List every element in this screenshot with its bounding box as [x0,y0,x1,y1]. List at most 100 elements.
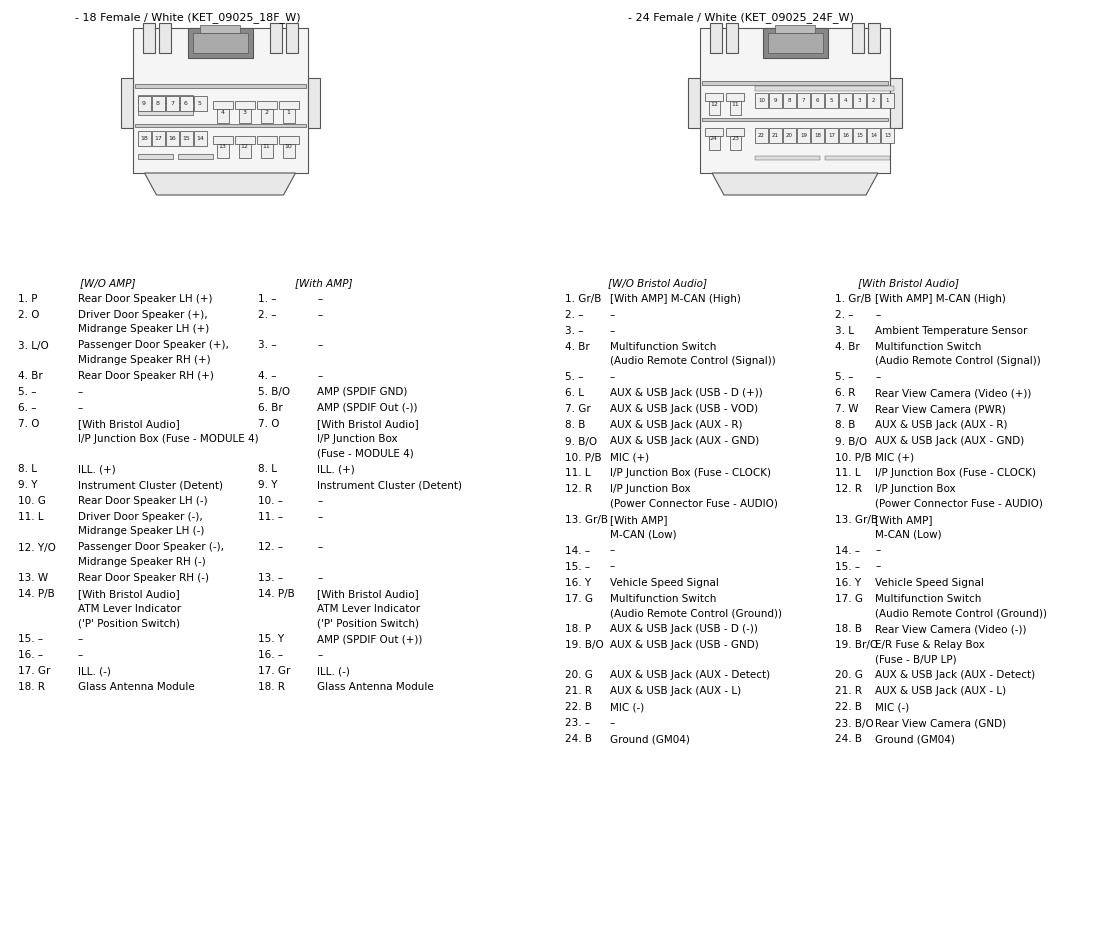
Text: Midrange Speaker RH (-): Midrange Speaker RH (-) [78,557,206,567]
Text: AMP (SPDIF Out (-)): AMP (SPDIF Out (-)) [317,403,418,413]
Text: 16. –: 16. – [18,650,43,660]
Text: (Fuse - MODULE 4): (Fuse - MODULE 4) [317,448,413,458]
Bar [797,128,810,143]
Bar [867,128,880,143]
Bar [260,109,272,123]
Text: Ambient Temperature Sensor: Ambient Temperature Sensor [875,326,1028,336]
Bar [286,23,298,53]
Bar [811,128,824,143]
Text: 1: 1 [287,109,290,114]
Text: AUX & USB Jack (USB - D (-)): AUX & USB Jack (USB - D (-)) [610,624,758,634]
Text: 15. –: 15. – [18,634,43,644]
Bar [308,78,320,128]
Text: 4. –: 4. – [258,371,277,381]
Text: Multifunction Switch: Multifunction Switch [875,342,981,352]
Text: 13. W: 13. W [18,573,48,583]
Text: 22. B: 22. B [835,703,862,712]
Text: 4: 4 [220,109,224,114]
Text: 13. Gr/B: 13. Gr/B [565,515,608,525]
Text: - 24 Female / White (KET_09025_24F_W): - 24 Female / White (KET_09025_24F_W) [628,12,854,23]
Text: –: – [610,373,615,382]
Text: –: – [610,310,615,320]
Text: 3: 3 [242,109,247,114]
Text: 18. R: 18. R [18,682,46,692]
Text: 20. G: 20. G [565,670,593,681]
Text: 16. –: 16. – [258,650,283,660]
Text: 1. Gr/B: 1. Gr/B [565,294,601,304]
Text: Ground (GM04): Ground (GM04) [875,734,954,745]
Bar [120,78,132,128]
Text: I/P Junction Box (Fuse - MODULE 4): I/P Junction Box (Fuse - MODULE 4) [78,434,259,443]
Text: Glass Antenna Module: Glass Antenna Module [78,682,194,692]
Text: [With Bristol Audio]: [With Bristol Audio] [78,589,180,599]
Text: M-CAN (Low): M-CAN (Low) [875,530,942,539]
Text: –: – [610,546,615,555]
Text: [With Bristol Audio]: [With Bristol Audio] [858,278,959,288]
Text: 12. –: 12. – [258,542,283,553]
Bar [710,23,722,53]
Text: –: – [78,650,83,660]
Text: 13: 13 [219,145,227,149]
Text: 14. P/B: 14. P/B [18,589,54,599]
Text: –: – [317,496,322,506]
Text: (Audio Remote Control (Ground)): (Audio Remote Control (Ground)) [610,608,782,618]
Text: 17. G: 17. G [835,593,863,604]
Bar [239,144,250,158]
Text: 10. –: 10. – [258,496,283,506]
Text: –: – [317,371,322,381]
Text: 14: 14 [870,133,877,138]
Text: 14. –: 14. – [565,546,590,555]
Text: 1. –: 1. – [258,294,277,304]
Text: [With AMP]: [With AMP] [875,515,932,525]
Text: 13: 13 [884,133,891,138]
Text: (Fuse - B/UP LP): (Fuse - B/UP LP) [875,654,957,665]
Text: 12: 12 [710,102,718,107]
Text: 4. Br: 4. Br [18,371,42,381]
Text: Rear Door Speaker RH (+): Rear Door Speaker RH (+) [78,371,214,381]
Bar [705,128,723,136]
Text: 16. Y: 16. Y [565,577,591,588]
Bar [212,136,232,144]
Text: AUX & USB Jack (USB - D (+)): AUX & USB Jack (USB - D (+)) [610,389,763,398]
Bar [142,23,154,53]
Text: Rear Door Speaker LH (-): Rear Door Speaker LH (-) [78,496,208,506]
Text: 15: 15 [855,133,863,138]
Text: 8. B: 8. B [835,420,855,431]
Text: 11: 11 [262,145,270,149]
Bar [138,154,172,159]
Bar [881,128,894,143]
Bar [193,131,207,146]
Text: AMP (SPDIF Out (+)): AMP (SPDIF Out (+)) [317,634,422,644]
Bar [217,144,229,158]
Bar [166,96,179,111]
Text: [With AMP]: [With AMP] [296,278,352,288]
Text: 7: 7 [802,98,805,103]
Text: –: – [317,310,322,320]
Text: MIC (+): MIC (+) [875,453,914,462]
Text: (Power Connector Fuse - AUDIO): (Power Connector Fuse - AUDIO) [610,499,778,509]
Text: –: – [317,340,322,351]
Bar [134,124,306,127]
Bar [138,96,150,111]
Text: [W/O Bristol Audio]: [W/O Bristol Audio] [608,278,707,288]
Text: 2. O: 2. O [18,310,40,320]
Bar [755,86,894,91]
Text: Vehicle Speed Signal: Vehicle Speed Signal [610,577,719,588]
Text: –: – [317,512,322,522]
Text: 14. –: 14. – [835,546,860,555]
Text: 6: 6 [815,98,819,103]
Text: Passenger Door Speaker (-),: Passenger Door Speaker (-), [78,542,224,553]
Text: I/P Junction Box: I/P Junction Box [610,484,691,495]
Bar [725,23,738,53]
Bar [234,136,254,144]
Text: 20: 20 [785,133,793,138]
Bar [702,118,888,121]
Text: [With AMP] M-CAN (High): [With AMP] M-CAN (High) [610,294,741,304]
Text: –: – [78,634,83,644]
Text: I/P Junction Box: I/P Junction Box [317,434,398,443]
Text: 24. B: 24. B [835,734,862,745]
Text: Driver Door Speaker (+),: Driver Door Speaker (+), [78,310,208,320]
Text: 3. L/O: 3. L/O [18,340,49,351]
Text: 10. G: 10. G [18,496,46,506]
Text: ATM Lever Indicator: ATM Lever Indicator [317,604,420,613]
